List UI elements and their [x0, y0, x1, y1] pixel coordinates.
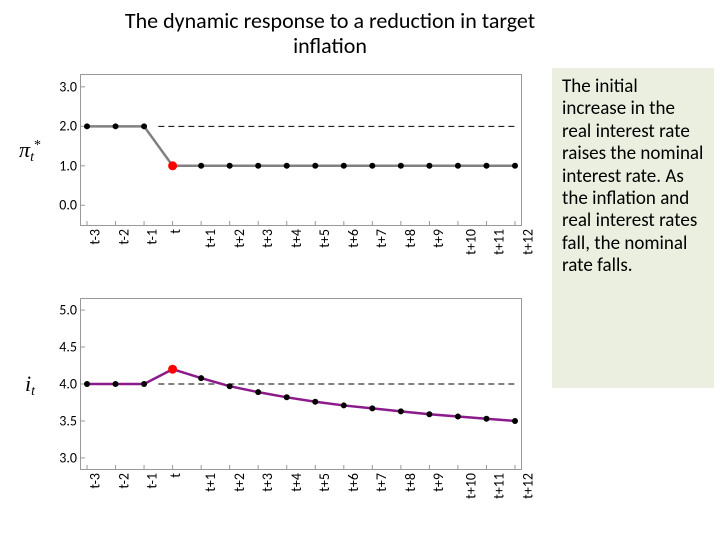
ytick-label: 3.0: [59, 449, 77, 466]
chart-svg: [81, 299, 521, 469]
slide-title: The dynamic response to a reduction in t…: [120, 8, 540, 59]
data-marker: [512, 163, 518, 169]
xtick-label: t: [166, 473, 183, 478]
xtick-label: t+12: [519, 473, 536, 499]
ytick-label: 2.0: [59, 118, 77, 135]
data-marker: [198, 163, 204, 169]
data-marker: [284, 163, 290, 169]
xtick-label: t+7: [373, 229, 390, 248]
data-marker: [312, 163, 318, 169]
data-marker: [255, 389, 261, 395]
chart2-plot: 3.03.54.04.55.0t-3t-2t-1tt+1t+2t+3t+4t+5…: [80, 298, 522, 470]
xtick-label: t-2: [115, 229, 132, 245]
xtick-label: t+11: [491, 473, 508, 499]
data-marker: [198, 375, 204, 381]
highlight-marker: [168, 365, 177, 374]
ytick-label: 5.0: [59, 302, 77, 319]
xtick-label: t+1: [202, 229, 219, 248]
xtick-label: t-3: [86, 473, 103, 489]
explanation-sidebar: The initial increase in the real interes…: [552, 68, 714, 388]
chart1-ylabel: πt*: [10, 137, 50, 163]
xtick-label: t+2: [231, 473, 248, 492]
ytick-label: 3.0: [59, 78, 77, 95]
xtick-label: t+12: [519, 229, 536, 255]
data-marker: [341, 163, 347, 169]
sidebar-text: The initial increase in the real interes…: [562, 75, 703, 277]
data-marker: [512, 418, 518, 424]
xtick-label: t+3: [259, 473, 276, 492]
ytick-label: 1.0: [59, 157, 77, 174]
xtick-label: t+10: [462, 473, 479, 499]
xtick-label: t+7: [373, 473, 390, 492]
data-marker: [426, 411, 432, 417]
xtick-label: t+5: [316, 229, 333, 248]
slide: The dynamic response to a reduction in t…: [0, 0, 720, 540]
xtick-label: t+6: [345, 473, 362, 492]
ytick-label: 4.5: [59, 339, 77, 356]
xtick-label: t+4: [288, 229, 305, 248]
xtick-label: t+1: [202, 473, 219, 492]
data-marker: [398, 163, 404, 169]
data-marker: [227, 383, 233, 389]
data-marker: [369, 405, 375, 411]
ytick-label: 4.0: [59, 376, 77, 393]
highlight-marker: [168, 161, 177, 170]
chart2-row: it 3.03.54.04.55.0t-3t-2t-1tt+1t+2t+3t+4…: [10, 298, 540, 470]
data-marker: [84, 381, 90, 387]
data-marker: [312, 399, 318, 405]
chart1-row: πt* 0.01.02.03.0t-3t-2t-1tt+1t+2t+3t+4t+…: [10, 74, 540, 226]
chart1-plot: 0.01.02.03.0t-3t-2t-1tt+1t+2t+3t+4t+5t+6…: [80, 74, 522, 226]
charts-area: πt* 0.01.02.03.0t-3t-2t-1tt+1t+2t+3t+4t+…: [10, 74, 540, 470]
xtick-label: t+9: [430, 229, 447, 248]
data-marker: [113, 381, 119, 387]
xtick-label: t+4: [288, 473, 305, 492]
data-marker: [455, 163, 461, 169]
data-marker: [398, 408, 404, 414]
chart2-ylabel: it: [10, 371, 50, 397]
data-marker: [455, 414, 461, 420]
ytick-label: 3.5: [59, 412, 77, 429]
xtick-label: t+2: [231, 229, 248, 248]
xtick-label: t+8: [402, 229, 419, 248]
ytick-label: 0.0: [59, 197, 77, 214]
xtick-label: t+8: [402, 473, 419, 492]
xtick-label: t-1: [143, 473, 160, 489]
series-line: [87, 126, 515, 165]
xtick-label: t: [166, 229, 183, 234]
data-marker: [341, 402, 347, 408]
data-marker: [483, 163, 489, 169]
data-marker: [84, 123, 90, 129]
series-line: [87, 369, 515, 421]
data-marker: [255, 163, 261, 169]
data-marker: [113, 123, 119, 129]
data-marker: [227, 163, 233, 169]
data-marker: [284, 394, 290, 400]
data-marker: [141, 381, 147, 387]
data-marker: [369, 163, 375, 169]
xtick-label: t-3: [86, 229, 103, 245]
chart-svg: [81, 75, 521, 225]
xtick-label: t+6: [345, 229, 362, 248]
xtick-label: t+5: [316, 473, 333, 492]
xtick-label: t+10: [462, 229, 479, 255]
data-marker: [426, 163, 432, 169]
xtick-label: t+9: [430, 473, 447, 492]
data-marker: [141, 123, 147, 129]
data-marker: [483, 416, 489, 422]
xtick-label: t+11: [491, 229, 508, 255]
xtick-label: t-2: [115, 473, 132, 489]
xtick-label: t+3: [259, 229, 276, 248]
xtick-label: t-1: [143, 229, 160, 245]
